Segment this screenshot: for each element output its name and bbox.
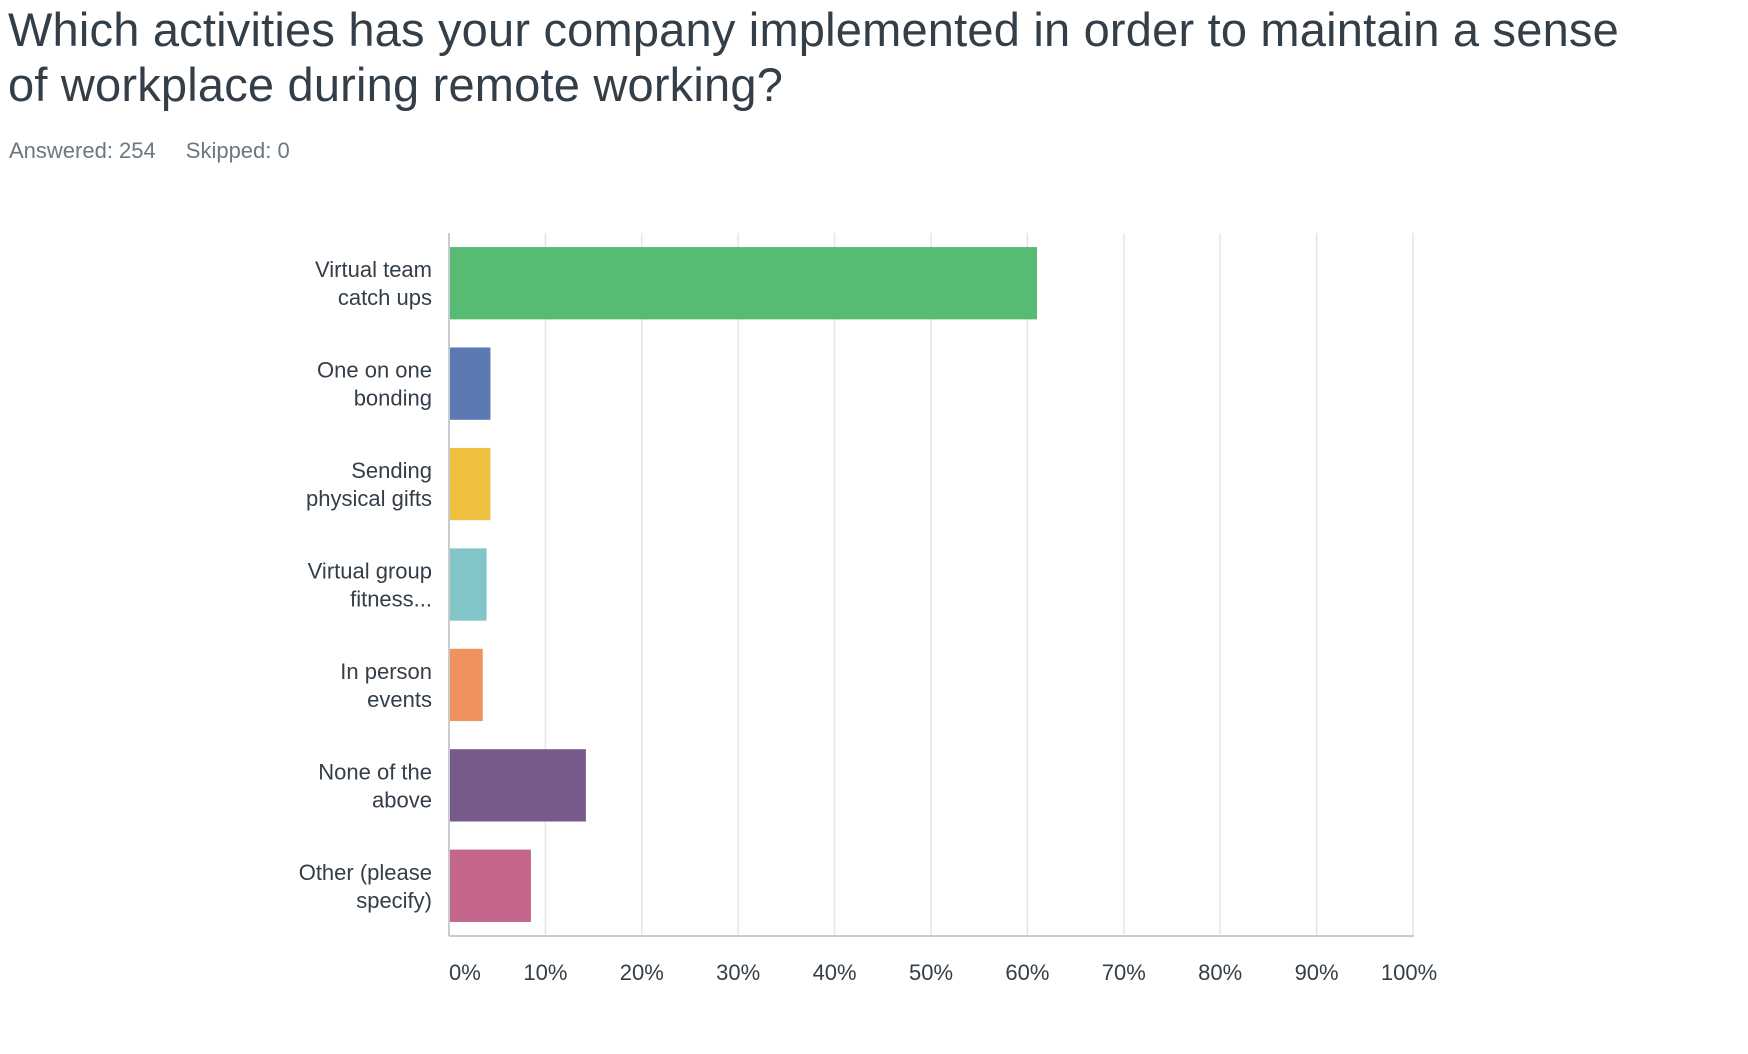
x-tick-label: 80% — [1198, 960, 1242, 985]
category-label: One on one — [317, 358, 432, 383]
category-label: Virtual team — [315, 257, 432, 282]
category-label: bonding — [354, 386, 432, 411]
chart-category-labels: Virtual team catch ups One on one bonding Se… — [299, 257, 432, 913]
bar[interactable] — [450, 648, 483, 722]
question-title-line-1: Which activities has your company implem… — [8, 3, 1619, 56]
category-label: Virtual group — [308, 559, 432, 584]
bar[interactable] — [450, 849, 531, 922]
bar[interactable] — [450, 447, 491, 521]
question-title: Which activities has your company implem… — [8, 2, 1738, 112]
category-label: Other (please — [299, 860, 432, 885]
question-title-line-2: of workplace during remote working? — [8, 58, 784, 111]
bar[interactable] — [450, 347, 491, 420]
response-stats: Answered: 254 Skipped: 0 — [9, 138, 290, 164]
answered-count: Answered: 254 — [9, 138, 156, 163]
x-tick-label: 70% — [1102, 960, 1146, 985]
bar[interactable] — [450, 548, 487, 621]
chart-bars — [450, 247, 1038, 922]
chart-tick-labels: 0% 10% 20% 30% 40% 50% 60% 70% 80% 90% 100% — [449, 960, 1437, 985]
chart-axes — [448, 233, 1414, 937]
x-tick-label: 90% — [1295, 960, 1339, 985]
x-tick-label: 40% — [813, 960, 857, 985]
category-label: specify) — [356, 888, 432, 913]
category-label: fitness... — [350, 587, 432, 612]
x-tick-label: 30% — [716, 960, 760, 985]
category-label: None of the — [318, 759, 432, 784]
category-label: above — [372, 787, 432, 812]
bar[interactable] — [450, 247, 1038, 320]
x-tick-label: 20% — [620, 960, 664, 985]
category-label: In person — [340, 659, 432, 684]
x-tick-label: 0% — [449, 960, 481, 985]
bar[interactable] — [450, 749, 586, 822]
x-tick-label: 100% — [1381, 960, 1437, 985]
category-label: events — [367, 687, 432, 712]
category-label: physical gifts — [306, 486, 432, 511]
x-tick-label: 10% — [523, 960, 567, 985]
skipped-count: Skipped: 0 — [185, 138, 290, 163]
category-label: catch ups — [338, 285, 432, 310]
x-tick-label: 60% — [1005, 960, 1049, 985]
category-label: Sending — [351, 458, 432, 483]
x-tick-label: 50% — [909, 960, 953, 985]
chart-gridlines — [544, 233, 1414, 936]
